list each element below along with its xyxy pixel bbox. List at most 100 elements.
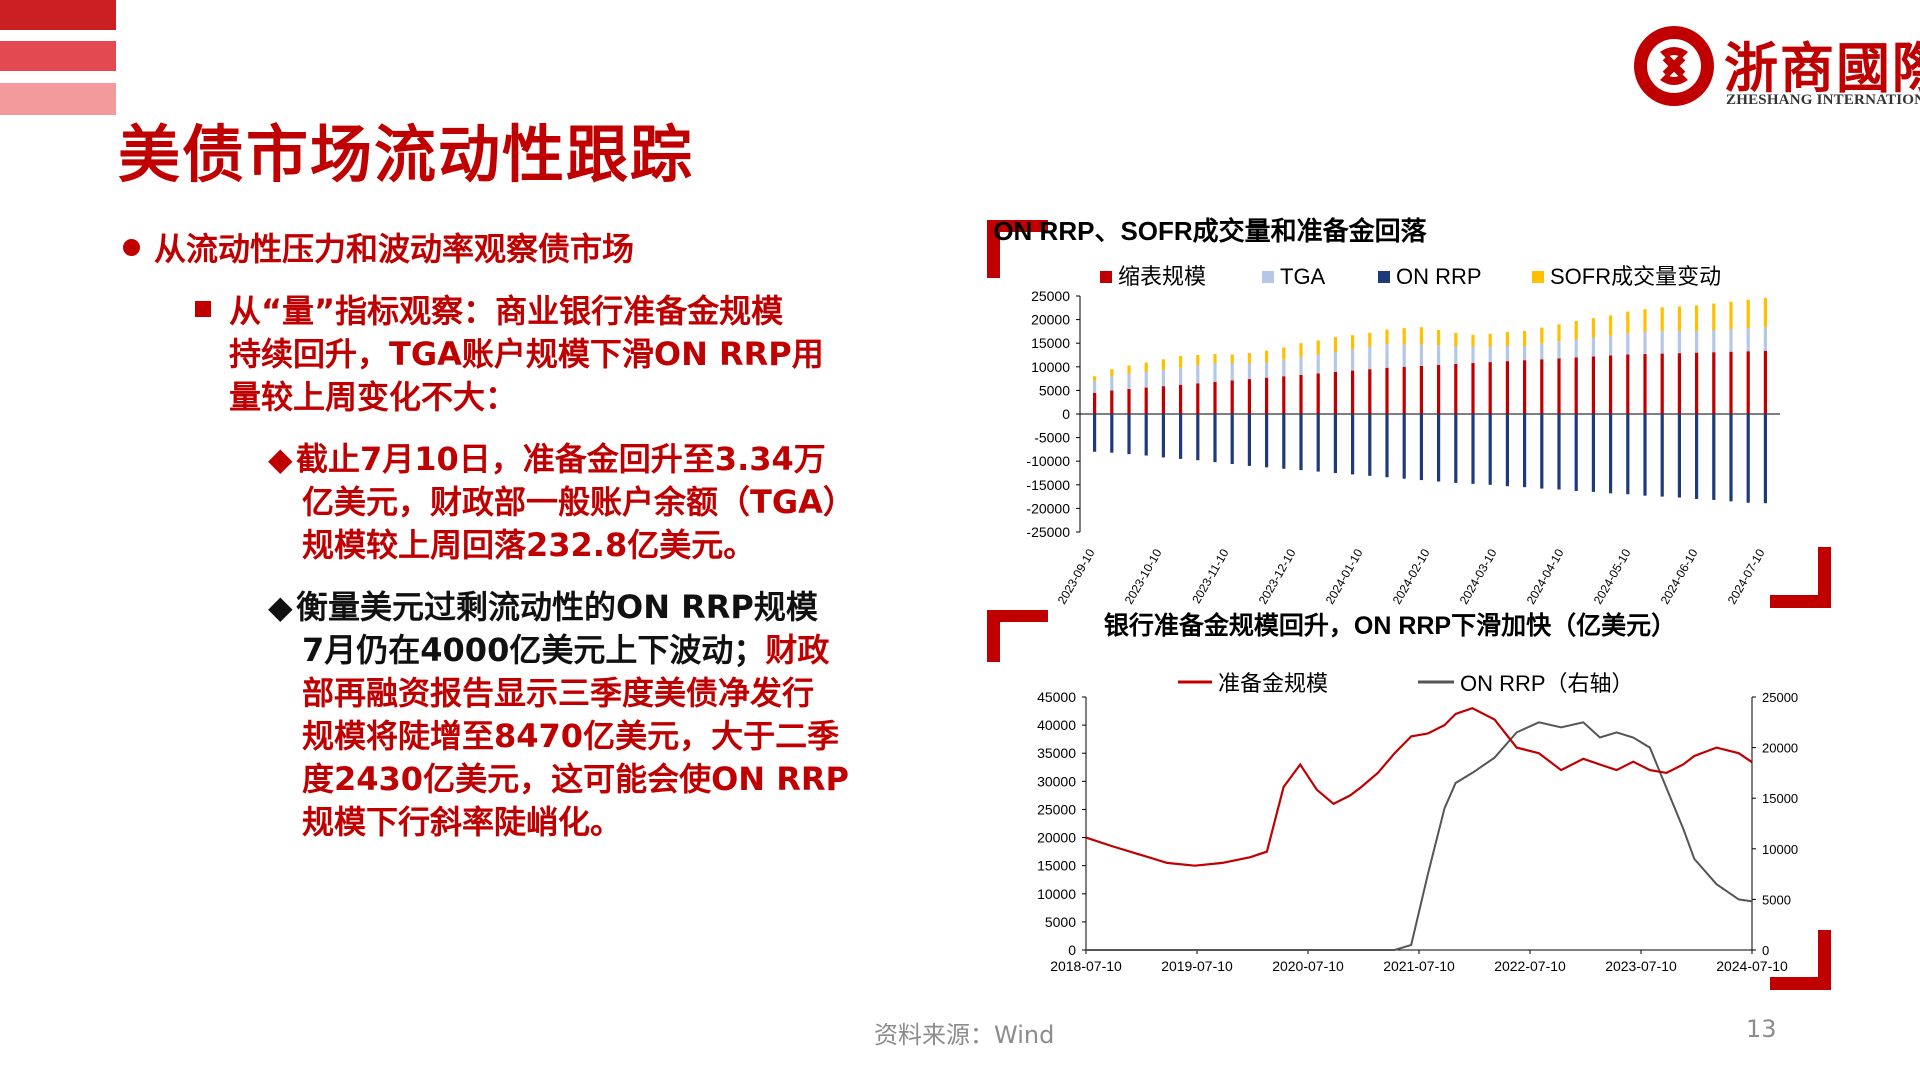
- bullet-level1-text: 从流动性压力和波动率观察债市场: [154, 230, 635, 268]
- chart1-bar-sofr: [1746, 299, 1750, 329]
- chart1-bar-qt: [1351, 370, 1355, 414]
- chart1-bar-onrrp: [1437, 414, 1441, 482]
- chart1-bar-sofr: [1729, 301, 1733, 330]
- chart1-bar-tga: [1712, 329, 1716, 353]
- chart1-legend-label: SOFR成交量变动: [1550, 264, 1721, 289]
- chart1-bar-tga: [1660, 330, 1664, 354]
- chart2-x-tick-label: 2020-07-10: [1272, 958, 1344, 974]
- chart1-bar-sofr: [1557, 324, 1561, 342]
- logo-mark-icon: [1634, 26, 1714, 106]
- chart1-bar-onrrp: [1333, 414, 1337, 473]
- chart1-bar-qt: [1333, 371, 1337, 414]
- bullet-level3a-line1: 截止7月10日，准备金回升至3.34万: [296, 440, 826, 478]
- chart1-bar-sofr: [1402, 328, 1406, 345]
- bullet-level2-line3: 量较上周变化不大：: [229, 378, 518, 416]
- chart1-bar-onrrp: [1609, 414, 1613, 494]
- chart1-legend-label: TGA: [1280, 264, 1326, 289]
- chart1-bar-sofr: [1437, 329, 1441, 346]
- chart1-bar-sofr: [1247, 353, 1251, 364]
- diamond-bullet-icon: ◆: [268, 440, 293, 478]
- chart1-bar-tga: [1316, 354, 1320, 374]
- bullet-level2-line2: 持续回升，TGA账户规模下滑ON RRP用: [229, 335, 824, 373]
- chart1-bar-tga: [1213, 363, 1217, 382]
- chart1-bar-tga: [1557, 341, 1561, 359]
- chart1-bar-tga: [1523, 346, 1527, 361]
- chart1-bar-tga: [1333, 352, 1337, 372]
- chart2-left-tick-label: 15000: [1037, 858, 1076, 874]
- chart1-bar-onrrp: [1677, 414, 1681, 498]
- chart1-y-tick-label: -25000: [1026, 524, 1070, 540]
- chart1-bar-tga: [1110, 376, 1114, 391]
- chart1-bar-onrrp: [1179, 414, 1183, 459]
- chart1-bar-onrrp: [1574, 414, 1578, 491]
- bullet-level3a-line3: 规模较上周回落232.8亿美元。: [302, 526, 756, 564]
- chart2-right-tick-label: 20000: [1762, 741, 1798, 756]
- chart1-bar-qt: [1316, 373, 1320, 414]
- chart2-title: 银行准备金规模回升，ON RRP下滑加快（亿美元）: [1104, 611, 1676, 640]
- chart2-left-tick-label: 45000: [1037, 689, 1076, 705]
- chart1-bar-sofr: [1196, 355, 1200, 366]
- chart1-bar-onrrp: [1299, 414, 1303, 471]
- chart1-bar-tga: [1368, 346, 1372, 370]
- chart1-bar-qt: [1523, 360, 1527, 414]
- chart1-x-axis: 2023-09-10 2023-10-10 2023-11-10 2023-12-10…: [1055, 413, 1780, 607]
- chart2-onrrp-line: [1086, 721, 1753, 951]
- chart2-left-tick-label: 35000: [1037, 745, 1076, 761]
- chart1-bar-sofr: [1127, 365, 1131, 374]
- bullet-level3b-line2-red: 财政: [765, 631, 830, 669]
- bullet-level1: 从流动性压力和波动率观察债市场: [123, 228, 634, 271]
- diamond-bullet-icon: ◆: [268, 588, 293, 626]
- chart2-left-tick-label: 40000: [1037, 717, 1076, 733]
- chart1-x-tick-label: 2023-12-10: [1256, 546, 1299, 606]
- chart1-bar-onrrp: [1213, 414, 1217, 463]
- chart1-bar-qt: [1282, 376, 1286, 414]
- chart1-x-tick-label: 2024-05-10: [1591, 546, 1634, 606]
- chart1-bar-sofr: [1419, 327, 1423, 345]
- chart1-y-tick-label: 15000: [1031, 335, 1070, 351]
- chart1-bar-onrrp: [1471, 414, 1475, 484]
- chart1-bar-tga: [1695, 330, 1699, 353]
- bullet-level3b-line5: 度2430亿美元，这可能会使ON RRP: [302, 760, 849, 798]
- chart1-bar-qt: [1763, 350, 1767, 414]
- chart1-bar-sofr: [1591, 318, 1595, 338]
- header-bar-1: [0, 0, 116, 30]
- chart2-left-tick-label: 0: [1068, 942, 1076, 958]
- chart1-bar-qt: [1368, 369, 1372, 414]
- chart1-bar-tga: [1626, 333, 1630, 355]
- chart2-left-tick-label: 10000: [1037, 886, 1076, 902]
- chart1-bar-sofr: [1161, 359, 1165, 371]
- chart1-y-tick-label: -20000: [1026, 500, 1070, 516]
- chart1-bar-tga: [1540, 343, 1544, 360]
- bullet-level3b: ◆ 衡量美元过剩流动性的ON RRP规模 7月仍在4000亿美元上下波动；财政 部…: [268, 586, 849, 844]
- chart1-title: ON RRP、SOFR成交量和准备金回落: [993, 216, 1427, 246]
- bullet-level2-line1: 从“量”指标观察：商业银行准备金规模: [229, 292, 784, 330]
- chart1-bar-onrrp: [1523, 414, 1527, 488]
- chart1-legend-label: ON RRP: [1396, 264, 1482, 289]
- chart1-bar-sofr: [1712, 303, 1716, 330]
- corner-bracket-bottom-right: [1770, 547, 1831, 608]
- chart1-bar-tga: [1351, 349, 1355, 371]
- chart1-bar-qt: [1093, 392, 1097, 414]
- chart2-x-tick-label: 2022-07-10: [1494, 958, 1566, 974]
- chart1-bars: [1093, 297, 1767, 504]
- chart1-bar-qt: [1746, 351, 1750, 414]
- chart1-bar-qt: [1196, 383, 1200, 414]
- chart2-left-tick-label: 20000: [1037, 830, 1076, 846]
- chart1-y-tick-label: -5000: [1034, 430, 1070, 446]
- chart1-bar-sofr: [1230, 354, 1234, 364]
- chart1-bar-tga: [1677, 330, 1681, 354]
- chart1-bar-onrrp: [1265, 414, 1269, 468]
- chart1-bar-tga: [1643, 331, 1647, 355]
- chart1-bar-tga: [1093, 380, 1097, 393]
- chart1-y-tick-label: 20000: [1031, 312, 1070, 328]
- chart2-reserve-line: [1085, 707, 1753, 867]
- chart1-y-tick-label: 5000: [1039, 382, 1070, 398]
- chart2-right-tick-label: 10000: [1762, 842, 1798, 857]
- data-source: 资料来源：Wind: [874, 1021, 1055, 1049]
- chart1-x-tick-label: 2024-01-10: [1323, 546, 1366, 606]
- chart1-legend-swatch: [1100, 271, 1112, 283]
- chart1-bar-sofr: [1505, 331, 1509, 347]
- chart1-bar-tga: [1454, 346, 1458, 364]
- chart1-bar-onrrp: [1230, 414, 1234, 465]
- chart1-legend-swatch: [1262, 271, 1274, 283]
